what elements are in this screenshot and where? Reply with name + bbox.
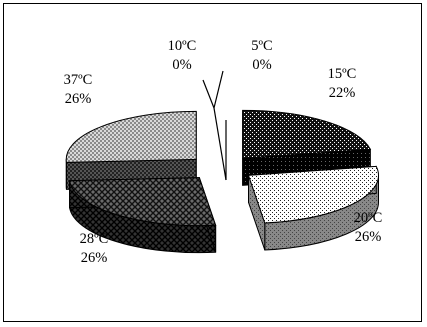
pie-slice-top: [68, 177, 217, 227]
slice-label-37c: 37ºC 26%: [64, 72, 93, 107]
slice-value-label: 0%: [172, 57, 191, 73]
pie-slice-20c: [247, 165, 380, 251]
slice-value-label: 26%: [355, 229, 382, 245]
slice-category-label: 37ºC: [64, 72, 93, 88]
slice-category-label: 5ºC: [251, 38, 272, 54]
zero-slice-leaders: [202, 70, 227, 181]
pie-slice-top: [65, 110, 197, 163]
slice-category-label: 20ºC: [354, 210, 383, 226]
slice-category-label: 28ºC: [80, 231, 109, 247]
slice-value-label: 26%: [81, 250, 108, 266]
pie-slice-top: [247, 165, 379, 224]
slice-label-20c: 20ºC 26%: [354, 210, 383, 245]
slice-value-label: 22%: [329, 85, 356, 101]
slice-label-10c: 10ºC 0%: [168, 38, 197, 73]
slice-label-5c: 5ºC 0%: [251, 38, 272, 73]
slice-label-15c: 15ºC 22%: [328, 66, 357, 101]
slice-value-label: 26%: [65, 91, 92, 107]
slice-category-label: 10ºC: [168, 38, 197, 54]
slice-category-label: 15ºC: [328, 66, 357, 82]
pie-slice-top: [242, 109, 372, 159]
pie-slice-28c: [68, 177, 217, 254]
slice-label-28c: 28ºC 26%: [80, 231, 109, 266]
slice-value-label: 0%: [252, 57, 271, 73]
